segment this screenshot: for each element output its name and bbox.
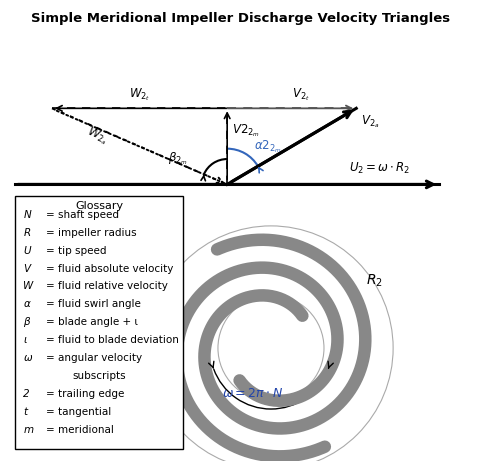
- Text: $U_2 = \omega \cdot R_2$: $U_2 = \omega \cdot R_2$: [349, 161, 411, 176]
- Text: = trailing edge: = trailing edge: [46, 389, 125, 399]
- Text: = fluid swirl angle: = fluid swirl angle: [46, 299, 141, 309]
- Text: W: W: [24, 282, 34, 291]
- Text: ι: ι: [24, 335, 27, 345]
- Text: β: β: [24, 317, 30, 327]
- Text: $W_{2_t}$: $W_{2_t}$: [129, 86, 150, 103]
- Text: Glossary: Glossary: [75, 201, 123, 212]
- Text: m: m: [24, 425, 34, 435]
- Text: N: N: [24, 210, 31, 220]
- Text: 2: 2: [24, 389, 30, 399]
- Text: $\beta_{2_m}$: $\beta_{2_m}$: [168, 151, 188, 167]
- Text: α: α: [24, 299, 30, 309]
- Text: $\omega = 2\pi \cdot N$: $\omega = 2\pi \cdot N$: [222, 387, 283, 400]
- Text: = tangential: = tangential: [46, 407, 112, 417]
- Text: subscripts: subscripts: [72, 371, 126, 381]
- Text: U: U: [24, 246, 31, 255]
- Text: = shaft speed: = shaft speed: [46, 210, 120, 220]
- Text: V: V: [24, 264, 30, 273]
- Text: = angular velocity: = angular velocity: [46, 353, 143, 363]
- Text: $V_{2_t}$: $V_{2_t}$: [292, 86, 310, 103]
- Text: = fluid to blade deviation: = fluid to blade deviation: [46, 335, 179, 345]
- Text: $\alpha2_{2_m}$: $\alpha2_{2_m}$: [254, 138, 281, 154]
- FancyBboxPatch shape: [15, 196, 183, 449]
- Text: $W_{2_a}$: $W_{2_a}$: [84, 124, 111, 148]
- Text: = blade angle + ι: = blade angle + ι: [46, 317, 138, 327]
- Text: t: t: [24, 407, 27, 417]
- Text: $R_2$: $R_2$: [366, 272, 383, 289]
- Text: $V_{2_a}$: $V_{2_a}$: [361, 113, 379, 130]
- Text: = impeller radius: = impeller radius: [46, 228, 137, 238]
- Text: ω: ω: [24, 353, 32, 363]
- Text: R: R: [24, 228, 31, 238]
- Text: $V2_{2_m}$: $V2_{2_m}$: [232, 123, 260, 139]
- Text: = tip speed: = tip speed: [46, 246, 107, 255]
- Text: Simple Meridional Impeller Discharge Velocity Triangles: Simple Meridional Impeller Discharge Vel…: [31, 12, 451, 24]
- Text: = fluid relative velocity: = fluid relative velocity: [46, 282, 168, 291]
- Text: = meridional: = meridional: [46, 425, 114, 435]
- Text: = fluid absolute velocity: = fluid absolute velocity: [46, 264, 174, 273]
